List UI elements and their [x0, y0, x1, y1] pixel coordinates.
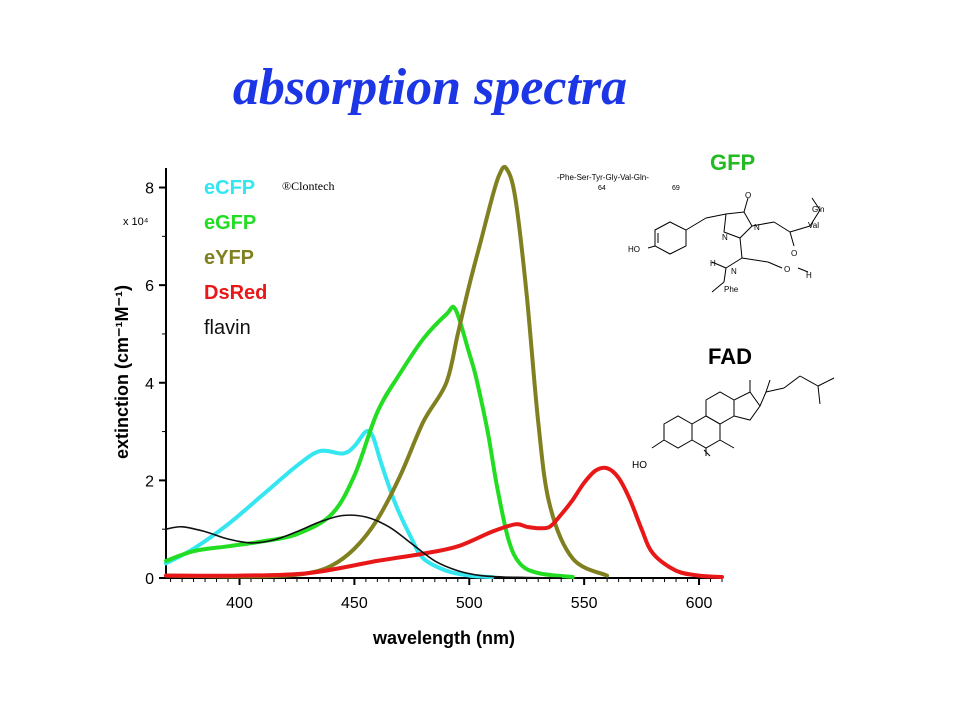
- x-tick-label: 600: [686, 595, 713, 612]
- gfp-atom-ho: HO: [628, 245, 640, 254]
- series-flavin-line: [165, 514, 562, 579]
- clontech-note: ®Clontech: [282, 179, 334, 193]
- legend-dsred: DsRed: [204, 282, 267, 304]
- gfp-atom-n2: N: [754, 223, 760, 232]
- legend-egfp: eGFP: [204, 212, 256, 234]
- gfp-atom-o2: O: [791, 249, 797, 258]
- gfp-atom-val: Val: [808, 221, 819, 230]
- y-tick-label: 4: [145, 376, 154, 393]
- series-egfp-line: [164, 304, 575, 579]
- gfp-seq-end: 69: [672, 185, 680, 192]
- x-tick-label: 400: [226, 595, 253, 612]
- gfp-atom-o3: O: [784, 265, 790, 274]
- x-axis-label: wavelength (nm): [372, 628, 515, 648]
- x-tick-label: 450: [341, 595, 368, 612]
- gfp-atom-phe: Phe: [724, 285, 739, 294]
- y-axis-label: extinction (cm⁻¹M⁻¹): [112, 285, 132, 459]
- gfp-atom-h1: H: [710, 259, 716, 268]
- fad-structure: [651, 375, 835, 457]
- series-ecfp-line: [164, 428, 495, 579]
- gfp-atom-h2: H: [806, 271, 812, 280]
- gfp-seq-start: 64: [598, 185, 606, 192]
- x-tick-label: 550: [571, 595, 598, 612]
- y-tick-label: 0: [145, 571, 154, 588]
- slide-title: absorption spectra: [232, 59, 628, 116]
- y-tick-label: 8: [145, 181, 154, 198]
- x-tick-label: 500: [456, 595, 483, 612]
- gfp-sequence: -Phe-Ser-Tyr-Gly-Val-Gln-: [557, 173, 649, 182]
- y-tick-label: 6: [145, 278, 154, 295]
- gfp-structure: [647, 197, 821, 293]
- gfp-atom-gln: Gln: [812, 205, 824, 214]
- fad-atom-ho: HO: [632, 460, 647, 471]
- legend-flavin: flavin: [204, 317, 251, 339]
- gfp-label: GFP: [710, 150, 755, 175]
- legend-ecfp: eCFP: [204, 177, 255, 199]
- fad-label: FAD: [708, 344, 752, 369]
- gfp-atom-o1: O: [745, 191, 751, 200]
- y-multiplier: x 10⁴: [123, 216, 149, 228]
- legend-eyfp: eYFP: [204, 247, 254, 269]
- gfp-atom-nh: N: [731, 267, 737, 276]
- series-dsred-line: [164, 465, 724, 579]
- gfp-atom-n1: N: [722, 233, 728, 242]
- y-tick-label: 2: [145, 473, 154, 490]
